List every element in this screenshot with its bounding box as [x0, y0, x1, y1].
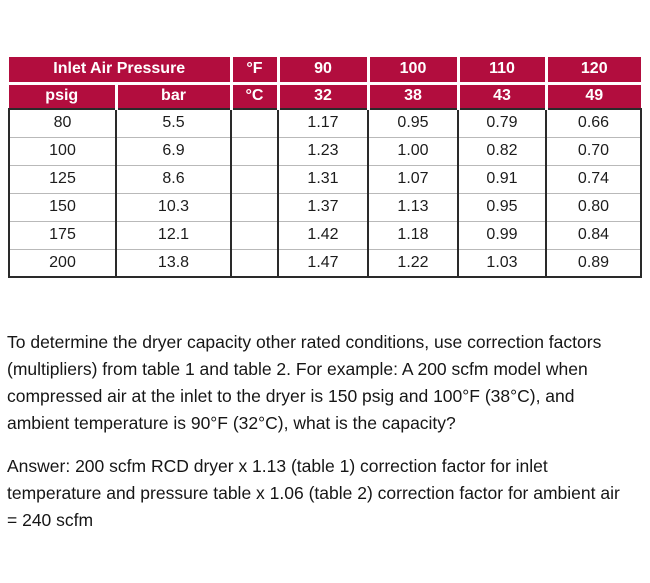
fahrenheit-unit-header: °F — [229, 57, 280, 85]
table-header: Inlet Air Pressure °F 90 100 110 120 psi… — [9, 57, 641, 109]
psig-cell: 150 — [8, 192, 117, 221]
table-body: 80 5.5 1.17 0.95 0.79 0.66 100 6.9 1.23 … — [8, 108, 642, 278]
table-row: 150 10.3 1.37 1.13 0.95 0.80 — [8, 192, 642, 221]
factor-cell: 0.91 — [458, 164, 547, 193]
temp-f-value-header: 90 — [276, 57, 370, 85]
factor-cell: 0.84 — [546, 220, 642, 249]
factor-cell: 0.89 — [546, 248, 642, 278]
factor-cell: 1.13 — [368, 192, 459, 221]
table-row: 100 6.9 1.23 1.00 0.82 0.70 — [8, 136, 642, 165]
factor-cell: 1.23 — [278, 136, 369, 165]
factor-cell: 0.66 — [546, 108, 642, 137]
factor-cell: 0.70 — [546, 136, 642, 165]
explanation-paragraph: To determine the dryer capacity other ra… — [7, 332, 602, 433]
psig-cell: 100 — [8, 136, 117, 165]
table-row: 80 5.5 1.17 0.95 0.79 0.66 — [8, 108, 642, 137]
bar-cell: 5.5 — [116, 108, 232, 137]
temp-spacer-cell — [231, 136, 279, 165]
bar-cell: 13.8 — [116, 248, 232, 278]
factor-cell: 0.99 — [458, 220, 547, 249]
factor-cell: 1.42 — [278, 220, 369, 249]
factor-cell: 1.18 — [368, 220, 459, 249]
factor-cell: 1.37 — [278, 192, 369, 221]
factor-cell: 1.22 — [368, 248, 459, 278]
temp-spacer-cell — [231, 248, 279, 278]
temp-spacer-cell — [231, 108, 279, 137]
psig-cell: 80 — [8, 108, 117, 137]
temp-spacer-cell — [231, 164, 279, 193]
factor-cell: 0.80 — [546, 192, 642, 221]
header-row-fahrenheit: Inlet Air Pressure °F 90 100 110 120 — [9, 57, 641, 85]
factor-cell: 1.47 — [278, 248, 369, 278]
temp-c-value-header: 43 — [456, 81, 548, 109]
bar-cell: 10.3 — [116, 192, 232, 221]
psig-cell: 125 — [8, 164, 117, 193]
psig-unit-header: psig — [9, 81, 118, 109]
bar-cell: 8.6 — [116, 164, 232, 193]
inlet-air-pressure-header: Inlet Air Pressure — [9, 57, 233, 85]
temp-c-value-header: 32 — [276, 81, 370, 109]
temp-f-value-header: 120 — [544, 57, 641, 85]
header-row-celsius: psig bar °C 32 38 43 49 — [9, 81, 641, 109]
factor-cell: 1.31 — [278, 164, 369, 193]
temp-spacer-cell — [231, 220, 279, 249]
factor-cell: 0.82 — [458, 136, 547, 165]
factor-cell: 1.03 — [458, 248, 547, 278]
bar-cell: 12.1 — [116, 220, 232, 249]
factor-cell: 1.00 — [368, 136, 459, 165]
table-row: 175 12.1 1.42 1.18 0.99 0.84 — [8, 220, 642, 249]
temp-f-value-header: 100 — [366, 57, 460, 85]
table-row: 200 13.8 1.47 1.22 1.03 0.89 — [8, 248, 642, 278]
bar-cell: 6.9 — [116, 136, 232, 165]
table-row: 125 8.6 1.31 1.07 0.91 0.74 — [8, 164, 642, 193]
temp-f-value-header: 110 — [456, 57, 548, 85]
bar-unit-header: bar — [114, 81, 233, 109]
psig-cell: 200 — [8, 248, 117, 278]
factor-cell: 1.07 — [368, 164, 459, 193]
correction-factor-table: Inlet Air Pressure °F 90 100 110 120 psi… — [8, 57, 642, 278]
factor-cell: 1.17 — [278, 108, 369, 137]
correction-factor-table-wrapper: Inlet Air Pressure °F 90 100 110 120 psi… — [8, 57, 642, 278]
factor-cell: 0.79 — [458, 108, 547, 137]
psig-cell: 175 — [8, 220, 117, 249]
factor-cell: 0.95 — [368, 108, 459, 137]
temp-c-value-header: 38 — [366, 81, 460, 109]
temp-spacer-cell — [231, 192, 279, 221]
temp-c-value-header: 49 — [544, 81, 641, 109]
celsius-unit-header: °C — [229, 81, 280, 109]
factor-cell: 0.95 — [458, 192, 547, 221]
answer-paragraph: Answer: 200 scfm RCD dryer x 1.13 (table… — [7, 456, 620, 530]
factor-cell: 0.74 — [546, 164, 642, 193]
